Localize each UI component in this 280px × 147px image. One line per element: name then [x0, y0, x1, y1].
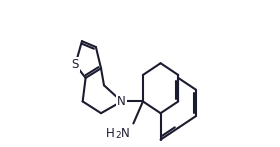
- Text: 2: 2: [116, 131, 121, 140]
- Text: N: N: [117, 95, 126, 108]
- Text: H: H: [106, 127, 115, 140]
- Text: S: S: [72, 58, 79, 71]
- Text: N: N: [121, 127, 130, 140]
